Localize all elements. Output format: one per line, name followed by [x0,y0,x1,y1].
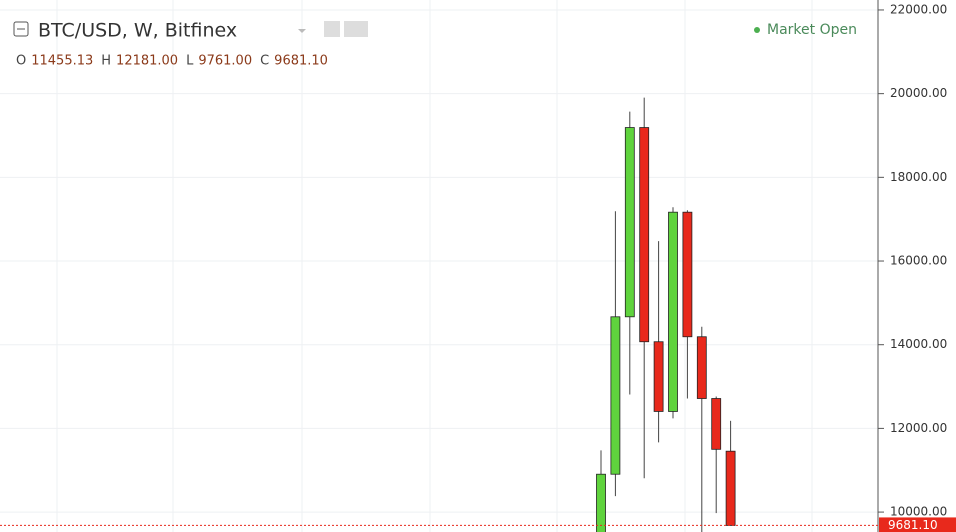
candle-body [682,211,693,338]
settings-icon[interactable] [324,21,340,37]
candle-body [624,127,635,318]
ohlc-key: O [16,54,26,69]
settings-icon[interactable] [344,21,368,37]
market-status: Market Open [767,22,857,38]
ohlc-value: 9681.10 [274,54,328,69]
y-tick-label: 16000.00 [890,254,947,268]
collapse-icon[interactable] [13,21,29,37]
candle-body [711,398,722,450]
ohlc-value: 12181.00 [116,54,178,69]
candle-body [725,450,736,526]
y-tick-label: 10000.00 [890,505,947,519]
ohlc-header: O 11455.13 H 12181.00 L 9761.00 C 9681.10 [16,54,328,69]
candle-body [610,316,621,475]
candle-body [653,341,664,412]
ohlc-value: 11455.13 [31,54,93,69]
status-dot [754,27,760,33]
last-price-box [879,517,956,532]
dropdown-icon[interactable] [298,29,306,33]
ohlc-key: L [186,54,194,69]
grid [0,9,878,513]
y-tick-label: 12000.00 [890,421,947,435]
ohlc-key: C [260,54,269,69]
candle-body [639,127,650,343]
y-tick-label: 14000.00 [890,337,947,351]
candle-body [696,336,707,399]
y-tick-label: 22000.00 [890,2,947,16]
last-price-label: 9681.10 [888,518,938,532]
y-tick-label: 20000.00 [890,86,947,100]
y-tick-label: 18000.00 [890,170,947,184]
candle-body [596,473,606,532]
y-axis: 10000.00 12000.00 14000.00 16000.00 18000.00… [878,2,947,519]
candle-body [668,211,678,412]
ohlc-value: 9761.00 [198,54,252,69]
candles [596,97,736,532]
ohlc-key: H [101,54,111,69]
chart-title: BTC/USD, W, Bitfinex [38,20,237,42]
